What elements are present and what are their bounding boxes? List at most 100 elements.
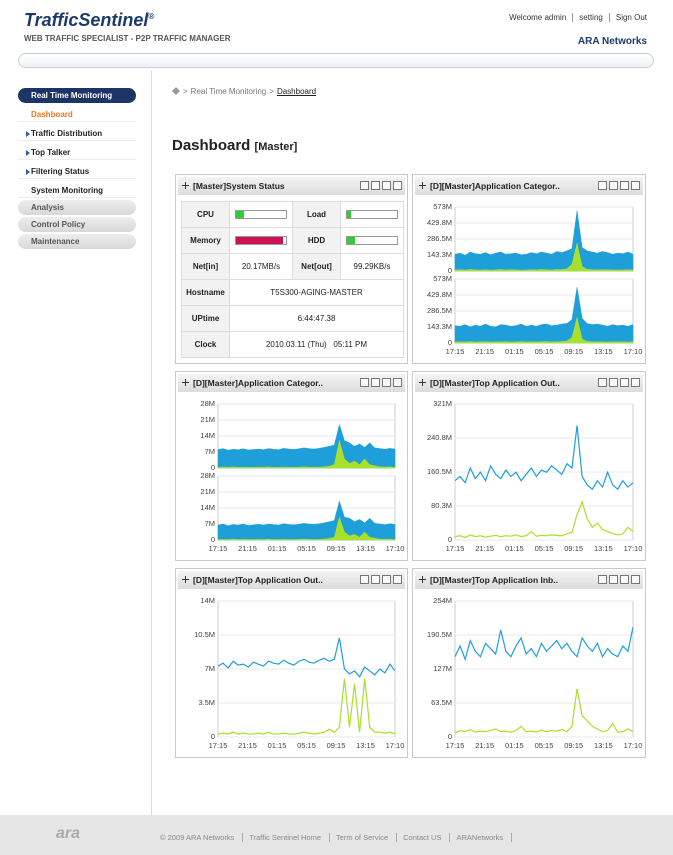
cell-value: 20.17MB/s: [229, 253, 293, 280]
panel-icons[interactable]: [598, 575, 640, 584]
y-tick-label: 0: [448, 338, 452, 347]
y-tick-label: 21M: [200, 487, 215, 496]
panel-header: [D][Master]Top Application Inb..: [415, 571, 643, 589]
cell-value: 6:44:47.38: [229, 305, 404, 332]
nav-item[interactable]: System Monitoring: [18, 183, 136, 198]
x-tick-label: 21:15: [475, 741, 494, 750]
x-tick-label: 05:15: [297, 544, 316, 553]
x-tick-label: 21:15: [475, 544, 494, 553]
y-tick-label: 573M: [433, 274, 452, 283]
panel-title: [D][Master]Top Application Out..: [430, 378, 560, 388]
nav-item[interactable]: Maintenance: [18, 234, 136, 249]
y-tick-label: 28M: [200, 399, 215, 408]
title-tag: [Master]: [254, 141, 298, 153]
line: [454, 627, 634, 662]
panel-header: [D][Master]Application Categor..: [415, 177, 643, 195]
nav-item[interactable]: Dashboard: [18, 107, 136, 122]
panel-icons[interactable]: [598, 181, 640, 190]
y-tick-label: 429.8M: [427, 218, 452, 227]
footer-link[interactable]: Contact US: [397, 833, 451, 842]
x-tick-label: 05:15: [535, 741, 554, 750]
crumb[interactable]: Real Time Monitoring: [190, 87, 267, 96]
x-tick-label: 01:15: [268, 544, 287, 553]
nav-item[interactable]: Real Time Monitoring: [18, 88, 136, 103]
x-tick-label: 17:15: [446, 741, 465, 750]
crumb-sep: >: [269, 87, 274, 96]
x-tick-label: 21:15: [238, 741, 257, 750]
x-tick-label: 13:15: [594, 544, 613, 553]
meter-fill: [347, 237, 355, 245]
cell-value: 99.29KB/s: [340, 253, 404, 280]
y-tick-label: 14M: [200, 503, 215, 512]
area: [454, 210, 634, 272]
y-tick-label: 21M: [200, 415, 215, 424]
panel-icons[interactable]: [360, 378, 402, 387]
y-tick-label: 143.3M: [427, 250, 452, 259]
x-tick-label: 13:15: [356, 741, 375, 750]
area: [454, 243, 634, 272]
nav-item[interactable]: Traffic Distribution: [18, 126, 136, 141]
y-tick-label: 14M: [200, 596, 215, 605]
x-tick-label: 05:15: [535, 544, 554, 553]
cell-label: Load: [292, 201, 341, 228]
y-tick-label: 429.8M: [427, 290, 452, 299]
x-tick-label: 09:15: [327, 741, 346, 750]
area: [217, 500, 396, 541]
y-tick-label: 0: [448, 535, 452, 544]
cell-label: Hostname: [181, 279, 230, 306]
x-tick-label: 05:15: [535, 347, 554, 356]
x-tick-label: 01:15: [505, 347, 524, 356]
panel-icons[interactable]: [360, 575, 402, 584]
panel-title: [Master]System Status: [193, 181, 285, 191]
meter: [346, 210, 398, 220]
panel-icons[interactable]: [598, 378, 640, 387]
x-tick-label: 17:10: [386, 741, 405, 750]
brand-mark: ®: [148, 12, 155, 21]
x-tick-label: 13:15: [594, 347, 613, 356]
tagline: WEB TRAFFIC SPECIALIST - P2P TRAFFIC MAN…: [24, 34, 231, 43]
cell-value: T5S300-AGING-MASTER: [229, 279, 404, 306]
y-tick-label: 0: [448, 732, 452, 741]
x-tick-label: 01:15: [505, 544, 524, 553]
x-tick-label: 13:15: [594, 741, 613, 750]
footer: ara © 2009 ARA Networks Traffic Sentinel…: [0, 815, 673, 855]
nav-item[interactable]: Control Policy: [18, 217, 136, 232]
x-tick-label: 09:15: [564, 741, 583, 750]
copyright: © 2009 ARA Networks: [154, 833, 244, 842]
panel-icons[interactable]: [360, 181, 402, 190]
status-table: CPU Load Memory HDD Net[in] 20.17MB/s Net…: [181, 201, 404, 358]
area: [217, 440, 396, 469]
panel-title: [D][Master]Top Application Out..: [193, 575, 323, 585]
x-tick-label: 09:15: [564, 544, 583, 553]
footer-link[interactable]: ARANetworks: [450, 833, 513, 842]
x-tick-label: 09:15: [327, 544, 346, 553]
meter: [235, 236, 287, 246]
y-tick-label: 14M: [200, 431, 215, 440]
y-tick-label: 80.3M: [431, 501, 452, 510]
y-tick-label: 63.5M: [431, 698, 452, 707]
line: [454, 688, 634, 734]
line: [217, 678, 396, 735]
y-tick-label: 7M: [205, 664, 215, 673]
line: [454, 425, 634, 491]
brand: TrafficSentinel®: [24, 10, 154, 31]
line: [217, 637, 396, 678]
nav-item[interactable]: Top Talker: [18, 145, 136, 160]
footer-links: © 2009 ARA Networks Traffic Sentinel Hom…: [154, 833, 513, 842]
y-tick-label: 286.5M: [427, 234, 452, 243]
setting-link[interactable]: setting: [572, 13, 609, 22]
brand-text: TrafficSentinel: [24, 10, 149, 30]
meter-fill: [347, 211, 351, 219]
nav-item[interactable]: Analysis: [18, 200, 136, 215]
panel-header: [D][Master]Application Categor..: [178, 374, 405, 392]
crumb[interactable]: Dashboard: [276, 87, 317, 96]
signout-link[interactable]: Sign Out: [608, 13, 653, 22]
footer-link[interactable]: Term of Service: [330, 833, 398, 842]
area: [454, 287, 634, 344]
footer-link[interactable]: Traffic Sentinel Home: [243, 833, 331, 842]
x-tick-label: 17:10: [624, 544, 643, 553]
nav-item[interactable]: Filtering Status: [18, 164, 136, 179]
x-tick-label: 05:15: [297, 741, 316, 750]
